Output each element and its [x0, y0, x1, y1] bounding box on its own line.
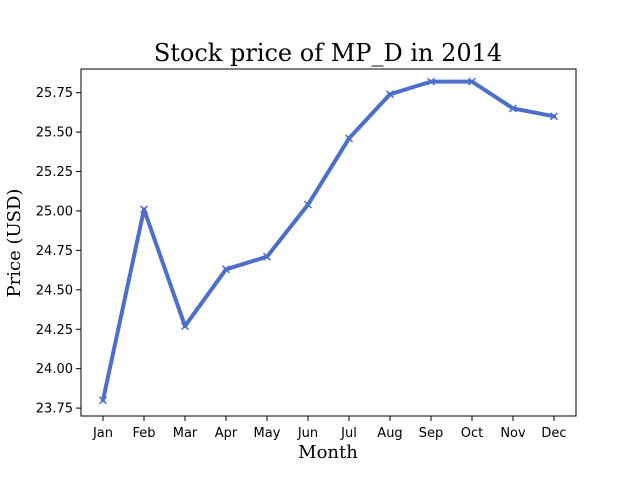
y-axis: 23.75 24.00 24.25 24.50 24.75 25.00 25.25 25.50… [36, 86, 81, 417]
data-point-marker [139, 205, 149, 214]
y-tick-label: 24.50 [36, 283, 73, 298]
y-tick-label: 23.75 [36, 402, 73, 417]
data-point-marker [549, 112, 559, 121]
y-tick-label: 24.00 [36, 362, 73, 377]
y-tick-label: 25.25 [36, 165, 73, 180]
x-tick-label: Aug [377, 426, 402, 441]
data-point-marker [426, 77, 436, 86]
x-tick-label: Apr [215, 426, 238, 441]
y-tick-label: 24.75 [36, 244, 73, 259]
x-tick-label: Sep [419, 426, 444, 441]
x-axis: Jan Feb Mar Apr May Jun Jul Aug Sep Oct Nov Dec [92, 416, 567, 441]
data-point-marker [221, 265, 231, 274]
data-point-marker [98, 396, 108, 405]
price-markers [98, 77, 559, 405]
y-tick-label: 25.75 [36, 86, 73, 101]
data-point-marker [262, 252, 272, 261]
x-tick-label: Oct [461, 426, 483, 441]
plot-frame [80, 68, 577, 417]
x-tick-label: May [254, 426, 281, 441]
x-tick-label: Mar [173, 426, 198, 441]
y-tick-label: 25.50 [36, 126, 73, 141]
price-line [101, 79, 556, 403]
x-tick-label: Nov [500, 426, 526, 441]
x-tick-label: Jun [297, 426, 318, 441]
data-point-marker [303, 200, 313, 209]
x-tick-label: Jul [340, 426, 357, 441]
data-point-marker [467, 77, 477, 86]
y-axis-label: Price (USD) [4, 189, 25, 298]
x-tick-label: Dec [541, 426, 566, 441]
data-point-marker [385, 90, 395, 99]
y-tick-label: 24.25 [36, 323, 73, 338]
chart-title: Stock price of MP_D in 2014 [154, 39, 502, 67]
y-tick-label: 25.00 [36, 204, 73, 219]
data-point-marker [344, 134, 354, 143]
x-axis-label: Month [298, 442, 358, 463]
x-tick-label: Feb [132, 426, 155, 441]
data-point-marker [508, 104, 518, 113]
data-point-marker [180, 322, 190, 331]
x-tick-label: Jan [92, 426, 113, 441]
